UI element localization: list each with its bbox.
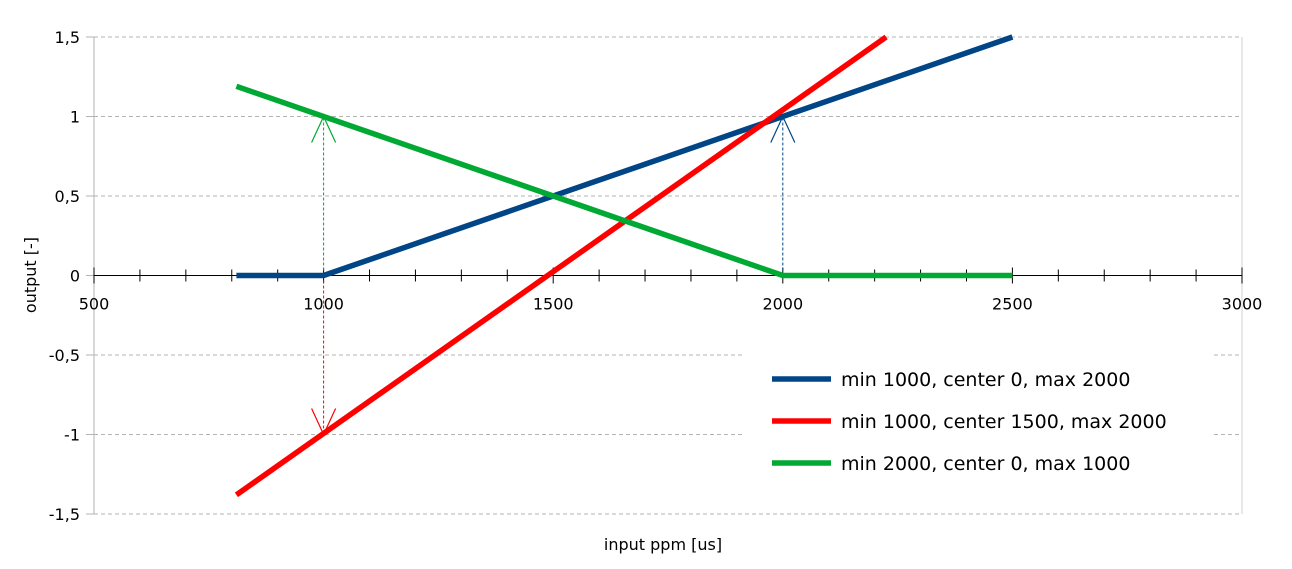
y-tick-label: 0,5 [55, 187, 80, 206]
x-tick-label: 2000 [762, 295, 803, 314]
series-line-3 [235, 83, 1013, 279]
legend: min 1000, center 0, max 2000 min 1000, ce… [742, 352, 1212, 492]
x-tick-label: 3000 [1222, 295, 1263, 314]
x-tick-label: 1500 [533, 295, 574, 314]
grid-lines [94, 36, 1242, 515]
x-tick-label: 1000 [303, 295, 344, 314]
y-tick-label: 0 [70, 267, 80, 286]
y-axis-label: output [-] [21, 237, 40, 313]
y-tick-label: -1 [64, 426, 80, 445]
legend-label: min 1000, center 1500, max 2000 [841, 411, 1167, 433]
x-axis-label: input ppm [us] [604, 535, 722, 554]
series-line-1 [236, 34, 1014, 279]
series-lines [234, 34, 1014, 498]
y-tick-label: 1,5 [55, 28, 80, 47]
x-tick-label: 500 [79, 295, 110, 314]
y-tick-label: 1 [70, 108, 80, 127]
x-tick-label: 2500 [992, 295, 1033, 314]
tick-labels: 1,5 1 0,5 0 -0,5 -1 -1,5 500 1000 1500 2000 2500 300… [49, 28, 1263, 524]
series-line-2 [234, 34, 888, 498]
legend-label: min 1000, center 0, max 2000 [841, 369, 1130, 391]
y-tick-label: -0,5 [49, 346, 80, 365]
y-tick-label: -1,5 [49, 505, 80, 524]
legend-label: min 2000, center 0, max 1000 [841, 453, 1130, 475]
